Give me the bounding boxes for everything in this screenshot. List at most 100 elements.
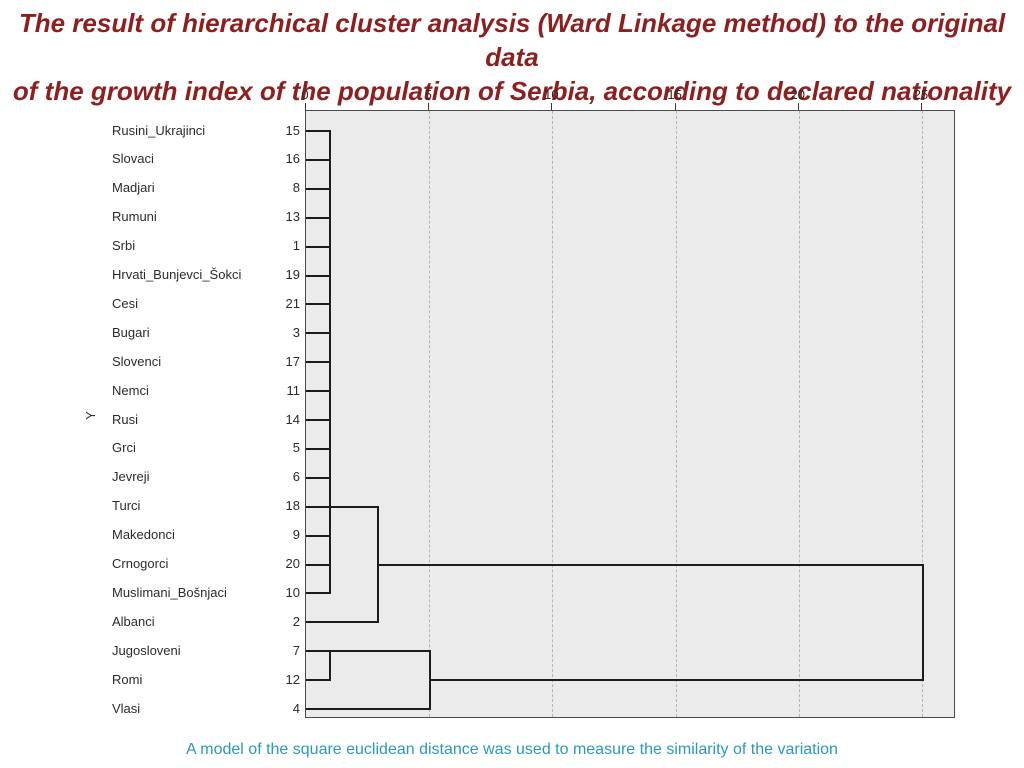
- leaf-row: Muslimani_Bošnjaci 10: [112, 583, 300, 601]
- axis-tick-mark: [428, 103, 430, 110]
- dendrogram-segment: [306, 621, 380, 624]
- leaf-row: Romi 12: [112, 670, 300, 688]
- dendrogram-segment: [306, 505, 332, 508]
- leaf-number: 6: [292, 469, 300, 485]
- leaf-row: Rusini_Ukrajinci 15: [112, 121, 300, 139]
- slide-caption: A model of the square euclidean distance…: [186, 741, 838, 758]
- axis-tick-mark: [797, 103, 799, 110]
- dendrogram-segment: [306, 476, 332, 479]
- leaf-label: Makedonci: [112, 527, 175, 543]
- leaf-row: Madjari 8: [112, 179, 300, 197]
- leaf-label: Slovenci: [112, 353, 162, 369]
- leaf-row: Crnogorci 20: [112, 555, 300, 573]
- dendrogram-segment: [306, 419, 332, 421]
- dendrogram-segment: [306, 650, 432, 653]
- axis-tick-mark: [920, 103, 922, 110]
- gridline: [675, 111, 677, 717]
- x-axis-tick-labels: 0 5 10 15 20 25: [301, 87, 955, 102]
- leaf-number: 19: [285, 267, 300, 282]
- dendrogram-plot: [305, 110, 955, 718]
- axis-tick-label: 15: [667, 87, 682, 102]
- axis-tick-label: 25: [913, 87, 929, 102]
- slide-title: The result of hierarchical cluster analy…: [4, 6, 1020, 108]
- gridline: [798, 111, 800, 717]
- leaf-row: Rumuni 13: [112, 208, 300, 226]
- leaf-row: Makedonci 9: [112, 526, 300, 544]
- axis-tick-mark: [551, 103, 553, 110]
- dendrogram-segment: [306, 187, 332, 190]
- x-axis-tick-marks: [305, 103, 955, 110]
- dendrogram-segment: [329, 650, 332, 682]
- leaf-number: 12: [285, 671, 300, 687]
- dendrogram-segment: [306, 303, 332, 306]
- leaf-number: 5: [292, 440, 300, 456]
- leaf-label: Hrvati_Bunjevci_Šokci: [112, 267, 242, 282]
- dendrogram-segment: [306, 390, 332, 393]
- gridline: [921, 111, 923, 717]
- leaf-label: Jugosloveni: [112, 642, 181, 658]
- leaf-row: Slovaci 16: [112, 150, 300, 168]
- leaf-label: Slovaci: [112, 151, 154, 167]
- dendrogram-segment: [306, 592, 332, 595]
- leaf-number: 17: [285, 353, 300, 369]
- axis-tick-label: 20: [790, 87, 805, 102]
- dendrogram-segment: [306, 216, 332, 219]
- axis-tick-label: 5: [424, 87, 432, 102]
- leaf-number: 10: [285, 584, 300, 600]
- dendrogram-segment: [306, 130, 332, 132]
- leaf-number: 13: [285, 209, 300, 225]
- leaf-number: 18: [285, 498, 300, 514]
- dendrogram-segment: [429, 679, 924, 682]
- leaf-row: Slovenci 17: [112, 352, 300, 370]
- leaf-row: Turci 18: [112, 497, 300, 515]
- leaf-label: Rumuni: [112, 209, 157, 225]
- dendrogram-segment: [306, 679, 332, 682]
- leaf-row: Hrvati_Bunjevci_Šokci 19: [112, 266, 300, 284]
- leaf-number: 9: [292, 527, 300, 543]
- dendrogram-segment: [306, 361, 332, 364]
- slide-title-line-1: The result of hierarchical cluster analy…: [18, 8, 1006, 72]
- leaf-row: Jugosloveni 7: [112, 641, 300, 659]
- leaf-number: 11: [286, 382, 301, 398]
- dendrogram-segment: [306, 563, 332, 566]
- dendrogram-segment: [306, 245, 332, 248]
- gridline: [429, 111, 431, 717]
- leaf-row: Grci 5: [112, 439, 300, 457]
- leaf-label: Cesi: [112, 295, 139, 311]
- leaf-number: 4: [292, 700, 300, 716]
- leaf-number: 8: [292, 180, 300, 196]
- y-axis-label: Y: [82, 411, 98, 420]
- leaf-row: Nemci 11: [112, 381, 300, 399]
- leaf-row: Vlasi 4: [112, 699, 300, 717]
- leaf-number: 16: [285, 151, 300, 167]
- leaf-label: Albanci: [112, 613, 155, 629]
- leaf-label: Grci: [112, 440, 136, 456]
- axis-tick-mark: [674, 103, 676, 110]
- dendrogram-segment: [306, 708, 432, 710]
- leaf-label: Vlasi: [112, 700, 141, 716]
- axis-tick-label: 10: [544, 87, 559, 102]
- leaf-row: Albanci 2: [112, 612, 300, 630]
- leaf-number: 14: [285, 411, 300, 427]
- leaf-label: Muslimani_Bošnjaci: [112, 584, 227, 600]
- leaf-label: Madjari: [112, 180, 155, 196]
- axis-tick-mark: [305, 103, 306, 110]
- leaf-labels-column: Rusini_Ukrajinci 15 Slovaci 16 Madjari 8 Rumun…: [112, 110, 300, 718]
- dendrogram-segment: [921, 563, 924, 682]
- leaf-label: Rusi: [112, 411, 139, 427]
- leaf-row: Bugari 3: [112, 323, 300, 341]
- dendrogram-segment: [306, 158, 332, 161]
- leaf-label: Romi: [112, 671, 143, 687]
- leaf-label: Bugari: [112, 324, 150, 340]
- leaf-label: Srbi: [112, 238, 136, 254]
- leaf-label: Turci: [112, 498, 141, 514]
- leaf-label: Crnogorci: [112, 556, 169, 571]
- leaf-label: Rusini_Ukrajinci: [112, 122, 206, 138]
- dendrogram-segment: [306, 274, 332, 277]
- leaf-row: Jevreji 6: [112, 468, 300, 486]
- axis-tick-label: 0: [301, 87, 309, 102]
- leaf-number: 2: [292, 613, 300, 629]
- dendrogram-segment: [329, 130, 332, 595]
- leaf-row: Cesi 21: [112, 294, 300, 312]
